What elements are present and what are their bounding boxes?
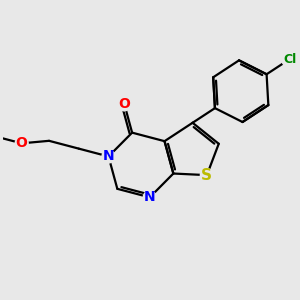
Circle shape xyxy=(200,169,213,182)
Text: O: O xyxy=(118,97,130,111)
Circle shape xyxy=(118,98,131,111)
Text: Cl: Cl xyxy=(283,52,296,65)
Circle shape xyxy=(102,150,115,163)
Circle shape xyxy=(143,191,156,204)
Text: O: O xyxy=(16,136,28,150)
Circle shape xyxy=(15,137,28,150)
Text: S: S xyxy=(201,168,212,183)
Circle shape xyxy=(282,51,298,67)
Text: N: N xyxy=(144,190,156,204)
Text: N: N xyxy=(103,149,114,164)
